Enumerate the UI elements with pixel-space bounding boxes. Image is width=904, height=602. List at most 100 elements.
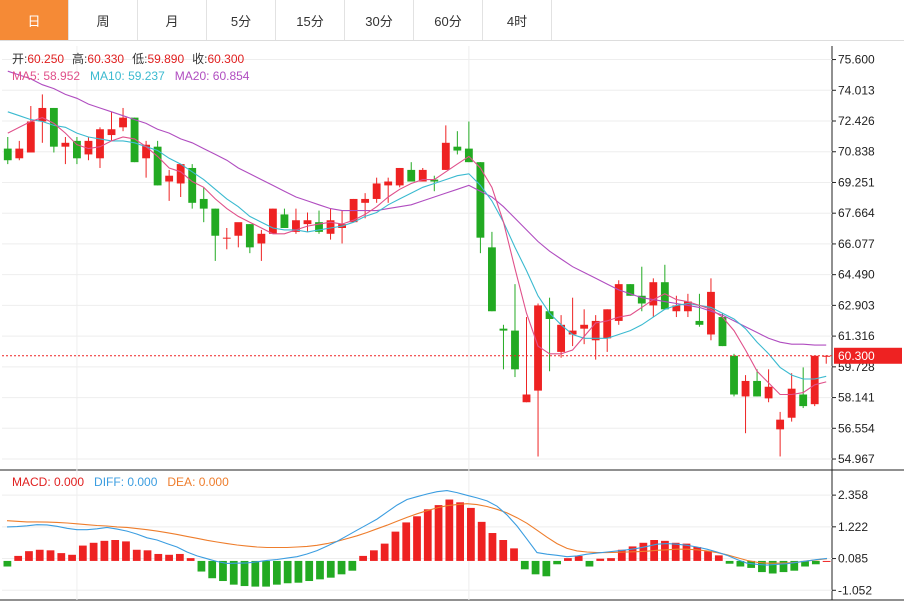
macd-bar (122, 541, 130, 561)
macd-bar (456, 502, 464, 561)
macd-bar (768, 560, 777, 574)
macd-bar (219, 560, 227, 582)
ma10-legend-item: MA10: 59.237 (90, 69, 165, 83)
diff-line (6, 490, 828, 566)
macd-bar (488, 533, 497, 561)
tab-4hour[interactable]: 4时 (483, 0, 552, 40)
candle-body (753, 380, 761, 397)
macd-bar (251, 560, 260, 587)
candle-body (776, 419, 785, 430)
y-tick-label: 1.222 (838, 520, 868, 534)
ohlc-value: 59.890 (147, 52, 184, 66)
candle-body (211, 208, 220, 236)
candle-body (153, 146, 162, 186)
candle-body (234, 222, 243, 236)
candle-body (292, 220, 300, 232)
macd-bar (499, 540, 508, 561)
candle-body (84, 140, 93, 155)
candle-body (257, 233, 266, 244)
y-tick-label: 72.426 (838, 114, 875, 128)
macd-bar (78, 545, 87, 561)
candle-body (395, 167, 404, 186)
candle-body (61, 142, 70, 147)
y-tick-label: -1.052 (838, 583, 872, 597)
macd-bar (520, 560, 529, 570)
y-tick-label: 62.903 (838, 298, 875, 312)
macd-bar (35, 549, 44, 561)
macd-bar (111, 540, 120, 561)
macd-bar (510, 548, 518, 561)
ohlc-key: 高: (72, 51, 87, 66)
macd-bar (57, 553, 66, 561)
y-tick-label: 56.554 (838, 421, 875, 435)
candle-body (660, 282, 669, 310)
tab-month[interactable]: 月 (138, 0, 207, 40)
y-tick-label: 58.141 (838, 391, 875, 405)
macd-bar (531, 560, 540, 575)
ohlc-key: 收: (192, 52, 207, 66)
tab-5min[interactable]: 5分 (207, 0, 276, 40)
macd-bar (714, 555, 723, 561)
macd-bar (790, 560, 799, 571)
macd-bar (68, 554, 76, 561)
tab-day[interactable]: 日 (0, 0, 69, 40)
y-tick-label: 0.085 (838, 552, 868, 566)
candle-body (315, 222, 323, 232)
macd-bar (380, 543, 389, 561)
candle-body (764, 386, 773, 399)
macd-bar (143, 550, 152, 561)
macd-bar (661, 540, 669, 561)
macd-bar (553, 560, 562, 565)
ohlc-key: 开: (12, 52, 27, 66)
macd-bar (822, 560, 831, 562)
candle-body (407, 169, 416, 182)
candle-body (557, 324, 566, 352)
macd-bar (477, 521, 486, 561)
macd-bar (617, 549, 626, 561)
candle-body (165, 175, 174, 182)
macd-bar (725, 560, 734, 564)
macd-bar (100, 540, 109, 561)
last-price-badge (834, 347, 902, 364)
ohlc-legend: 开:60.250 高:60.330 低:59.890 收:60.300 (12, 51, 245, 66)
macd-bar (326, 560, 335, 578)
tab-60min[interactable]: 60分 (414, 0, 483, 40)
candle-body (810, 355, 819, 405)
candle-body (96, 129, 104, 159)
candle-body (707, 291, 715, 335)
candle-body (626, 284, 635, 296)
macd-bar (736, 560, 745, 567)
tab-week[interactable]: 周 (69, 0, 138, 40)
macd-bar (402, 522, 411, 561)
macd-bar (585, 560, 594, 567)
candle-body (38, 107, 47, 122)
macd-bar (671, 542, 680, 561)
macd-bar (348, 560, 357, 571)
tab-30min[interactable]: 30分 (345, 0, 414, 40)
macd-bar (596, 558, 605, 561)
y-tick-label: 61.316 (838, 329, 875, 343)
macd-bar (370, 550, 378, 561)
y-tick-label: 70.838 (838, 145, 875, 159)
macd-bar (175, 553, 184, 561)
macd-bar (229, 560, 238, 585)
y-tick-label: 2.358 (838, 488, 868, 502)
macd-bar (467, 507, 475, 561)
candle-body (718, 317, 727, 347)
last-price-label: 60.300 (838, 349, 875, 363)
macd-legend-item: DIFF: 0.000 (94, 475, 158, 489)
macd-bar (262, 560, 270, 587)
y-tick-label: 69.251 (838, 175, 875, 189)
y-tick-label: 67.664 (838, 206, 875, 220)
macd-bar (197, 560, 206, 572)
macd-bar (132, 549, 141, 561)
candle-body (268, 208, 277, 234)
macd-bar (434, 505, 443, 561)
candle-body (441, 142, 450, 170)
candle-body (522, 394, 531, 403)
candle-body (649, 282, 658, 306)
tab-15min[interactable]: 15分 (276, 0, 345, 40)
macd-bar (272, 560, 281, 585)
